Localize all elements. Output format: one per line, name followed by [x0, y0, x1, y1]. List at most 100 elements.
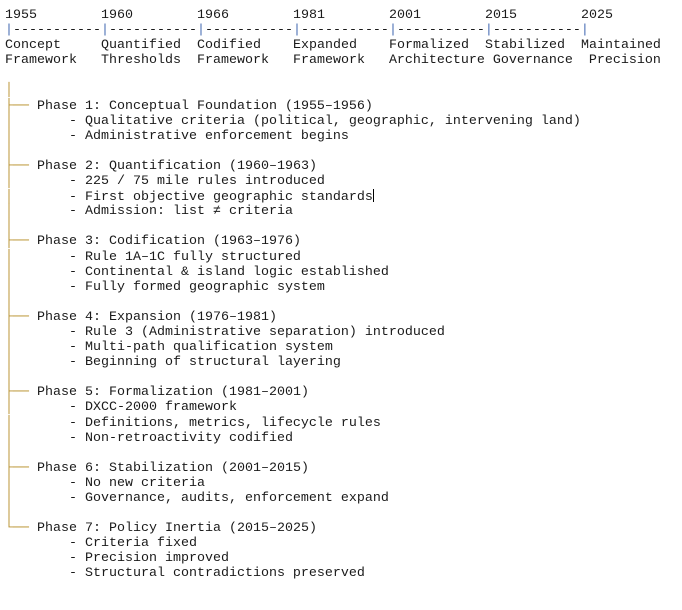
tree-line: │ — [5, 295, 661, 310]
timeline-segment: ----------- — [204, 23, 293, 39]
spacer — [37, 8, 101, 23]
timeline-year: 2001 — [389, 8, 421, 23]
timeline-label: Precision — [588, 53, 661, 69]
bullet: - — [13, 113, 85, 129]
timeline-tick: | — [388, 23, 397, 39]
timeline-label: Codified — [196, 38, 261, 54]
timeline-label: Concept — [5, 38, 61, 54]
phase-item-text: Administrative enforcement begins — [84, 128, 349, 144]
spacer — [269, 53, 293, 68]
phase-item: │ - First objective geographic standards — [5, 189, 661, 206]
timeline-segment: ----------- — [396, 23, 485, 39]
timeline-label: Stabilized — [484, 38, 565, 54]
phase-item: - Structural contradictions preserved — [5, 566, 661, 581]
phase-item: │ - Non-retroactivity codified — [5, 431, 661, 446]
phase-item: │ - Fully formed geographic system — [5, 280, 661, 295]
tree-connector: │ — [5, 264, 13, 280]
tree-connector: │ — [5, 370, 13, 386]
timeline-label: Quantified — [101, 38, 181, 54]
bullet: - — [13, 536, 85, 552]
tree-branch: ├── — [5, 158, 37, 174]
timeline-tick: | — [196, 23, 205, 39]
spacer — [565, 38, 581, 53]
tree-connector: │ — [5, 174, 13, 190]
phase-item-text: Rule 1A–1C fully structured — [84, 249, 301, 265]
phase-item-text: Beginning of structural layering — [84, 355, 341, 371]
phase-item-text: Rule 3 (Administrative separation) intro… — [84, 324, 445, 340]
phase-item: │ - Definitions, metrics, lifecycle rule… — [5, 416, 661, 431]
tree-line: │ — [5, 83, 661, 98]
timeline-label: Framework — [5, 53, 77, 69]
phase-heading: ├── Phase 5: Formalization (1981–2001) — [5, 385, 661, 400]
bullet: - — [13, 400, 85, 416]
document-editor[interactable]: 1955 1960 1966 1981 2001 2015 2025 |-----… — [5, 8, 661, 582]
tree-connector: │ — [5, 294, 13, 310]
bullet: - — [13, 355, 85, 371]
phase-item-text: Fully formed geographic system — [84, 279, 325, 295]
spacer — [77, 53, 101, 68]
bullet: - — [13, 491, 85, 506]
bullet: - — [13, 128, 85, 144]
phase-item: │ - Rule 1A–1C fully structured — [5, 250, 661, 265]
spacer — [517, 8, 581, 23]
phase-item-text: Definitions, metrics, lifecycle rules — [84, 415, 381, 431]
phase-item-text: Criteria fixed — [84, 536, 197, 552]
bullet: - — [13, 249, 85, 265]
spacer — [573, 53, 589, 68]
spacer — [421, 8, 485, 23]
tree-branch: └── — [5, 521, 37, 537]
phase-heading: ├── Phase 6: Stabilization (2001–2015) — [5, 461, 661, 476]
phase-heading: ├── Phase 2: Quantification (1960–1963) — [5, 159, 661, 174]
phase-item-text: DXCC-2000 framework — [84, 400, 237, 416]
timeline-label: Governance — [492, 53, 573, 69]
spacer — [181, 53, 197, 68]
spacer — [325, 8, 389, 23]
phase-item-text: Multi-path qualification system — [84, 340, 333, 356]
timeline-tick: | — [5, 23, 13, 39]
bullet: - — [13, 415, 85, 431]
timeline-axis: |-----------|-----------|-----------|---… — [5, 23, 661, 38]
tree-connector — [5, 551, 13, 566]
phase-heading: ├── Phase 1: Conceptual Foundation (1955… — [5, 99, 661, 114]
spacer — [61, 38, 101, 53]
phase-title: Phase 5: Formalization (1981–2001) — [37, 385, 309, 401]
tree-connector: │ — [5, 190, 13, 206]
tree-connector — [5, 536, 13, 551]
phase-item-text: Precision improved — [84, 551, 229, 567]
timeline-label: Maintained — [580, 38, 661, 54]
phase-item-text: Admission: list ≠ criteria — [84, 204, 293, 220]
spacer — [229, 8, 293, 23]
timeline-year: 2015 — [485, 8, 517, 23]
timeline-label: Expanded — [292, 38, 357, 54]
phase-item-text: Structural contradictions preserved — [84, 566, 365, 582]
phase-heading: ├── Phase 3: Codification (1963–1976) — [5, 234, 661, 249]
tree-branch: ├── — [5, 385, 37, 401]
bullet: - — [13, 324, 85, 340]
timeline-year: 1955 — [5, 8, 37, 23]
spacer — [469, 38, 485, 53]
tree-connector: │ — [5, 219, 13, 235]
phase-title: Phase 4: Expansion (1976–1981) — [37, 309, 277, 325]
spacer — [133, 8, 197, 23]
phase-item: │ - Qualitative criteria (political, geo… — [5, 114, 661, 129]
tree-connector: │ — [5, 279, 13, 295]
tree-line: │ — [5, 446, 661, 461]
bullet: - — [13, 264, 85, 280]
timeline-labels: Concept Quantified Codified Expanded For… — [5, 38, 661, 53]
phase-item: │ - Governance, audits, enforcement expa… — [5, 491, 661, 506]
tree-connector: │ — [5, 415, 13, 431]
phase-item: - Precision improved — [5, 551, 661, 566]
bullet: - — [13, 566, 85, 582]
timeline-tick: | — [580, 23, 589, 39]
bullet: - — [13, 174, 85, 190]
timeline-labels: Framework Thresholds Framework Framework… — [5, 53, 661, 68]
text-cursor — [372, 189, 374, 203]
timeline-label: Formalized — [388, 38, 469, 54]
timeline-segment: ----------- — [13, 23, 101, 39]
timeline-year: 1981 — [293, 8, 325, 23]
spacer — [181, 38, 197, 53]
phase-item: │ - DXCC-2000 framework — [5, 400, 661, 415]
phase-item: │ - Beginning of structural layering — [5, 355, 661, 370]
phase-heading: └── Phase 7: Policy Inertia (2015–2025) — [5, 521, 661, 536]
tree-branch: ├── — [5, 234, 37, 250]
